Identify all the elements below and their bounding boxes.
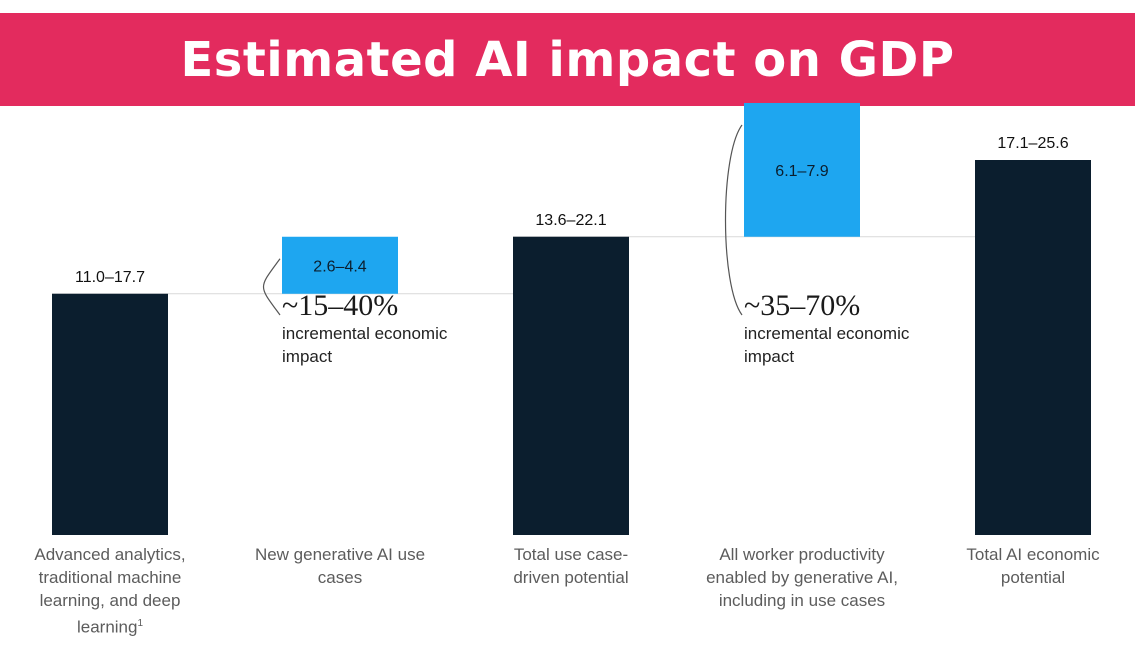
page-title: Estimated AI impact on GDP	[180, 31, 955, 88]
category-label-1: Advanced analytics, traditional machine …	[10, 543, 210, 639]
category-text: Advanced analytics, traditional machine …	[34, 545, 186, 637]
annotation-percent: ~35–70%	[744, 289, 861, 322]
data-label-1: 11.0–17.7	[75, 269, 145, 286]
annotation-bracket-1	[263, 258, 281, 316]
annotation-text: incremental economic impact	[282, 324, 448, 366]
category-label-4: All worker productivity enabled by gener…	[687, 543, 917, 612]
data-label-4: 6.1–7.9	[775, 163, 828, 180]
bar-1	[52, 293, 168, 535]
footnote-marker: 1	[137, 618, 144, 629]
bar-2	[282, 236, 398, 294]
category-text: New generative AI use cases	[254, 545, 426, 587]
annotation-bracket-2	[724, 124, 743, 316]
annotation-percent: ~15–40%	[282, 289, 399, 322]
data-label-2: 2.6–4.4	[313, 258, 366, 275]
category-text: Total use case-driven potential	[513, 545, 629, 587]
category-label-2: New generative AI use cases	[240, 543, 440, 589]
annotation-text: incremental economic impact	[744, 324, 910, 366]
bar-4	[744, 102, 860, 237]
category-label-5: Total AI economic potential	[963, 543, 1103, 589]
bar-5	[975, 160, 1091, 535]
category-text: Total AI economic potential	[966, 545, 1100, 587]
data-label-3: 13.6–22.1	[535, 212, 606, 229]
bar-3	[513, 236, 629, 535]
data-label-5: 17.1–25.6	[997, 135, 1068, 152]
increment-annotation-1: ~15–40% incremental economic impact	[282, 290, 457, 368]
category-label-3: Total use case-driven potential	[491, 543, 651, 589]
category-text: All worker productivity enabled by gener…	[706, 545, 898, 610]
title-banner: Estimated AI impact on GDP	[0, 13, 1135, 106]
increment-annotation-2: ~35–70% incremental economic impact	[744, 290, 919, 368]
